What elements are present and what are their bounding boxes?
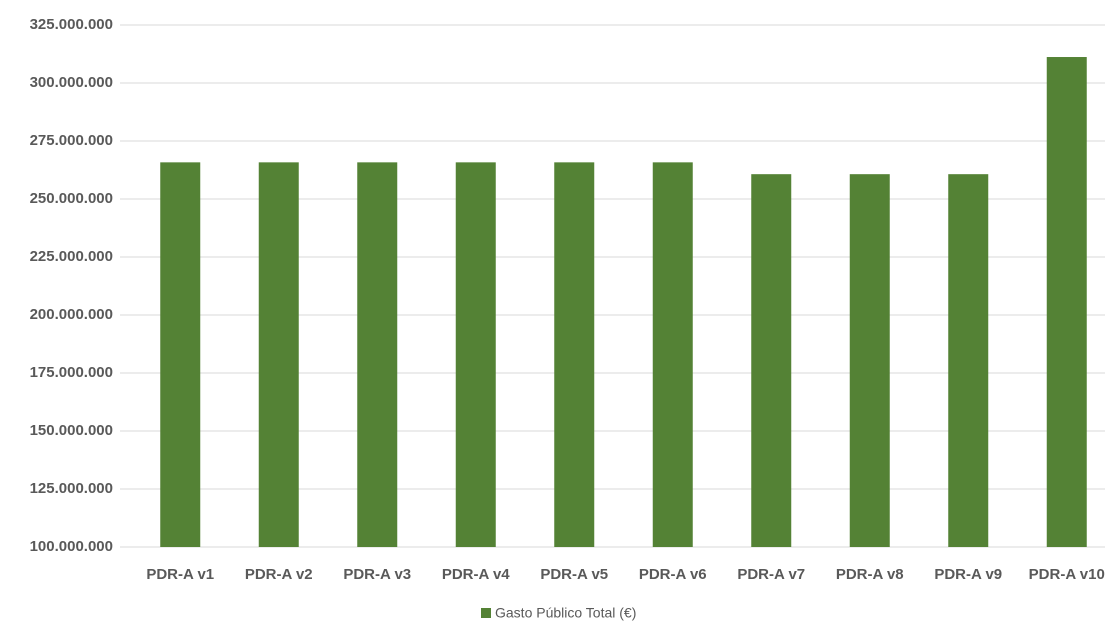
y-tick-label: 250.000.000 xyxy=(30,190,113,207)
y-tick-label: 325.000.000 xyxy=(30,16,113,33)
bar xyxy=(849,174,890,547)
bar xyxy=(652,162,693,547)
legend-swatch xyxy=(481,608,491,618)
x-tick-label: PDR-A v5 xyxy=(540,566,608,583)
x-tick-label: PDR-A v3 xyxy=(343,566,411,583)
bar xyxy=(357,162,398,547)
x-tick-label: PDR-A v2 xyxy=(245,566,313,583)
bar xyxy=(948,174,989,547)
x-tick-label: PDR-A v1 xyxy=(146,566,214,583)
bar xyxy=(554,162,595,547)
y-tick-label: 275.000.000 xyxy=(30,132,113,149)
y-tick-label: 300.000.000 xyxy=(30,74,113,91)
legend-label: Gasto Público Total (€) xyxy=(495,605,636,621)
x-tick-label: PDR-A v8 xyxy=(836,566,904,583)
y-tick-label: 150.000.000 xyxy=(30,422,113,439)
x-tick-label: PDR-A v6 xyxy=(639,566,707,583)
y-tick-label: 225.000.000 xyxy=(30,248,113,265)
y-tick-label: 125.000.000 xyxy=(30,480,113,497)
bar xyxy=(1046,57,1087,548)
bar xyxy=(160,162,201,547)
y-tick-label: 200.000.000 xyxy=(30,306,113,323)
y-tick-label: 175.000.000 xyxy=(30,364,113,381)
x-tick-label: PDR-A v9 xyxy=(934,566,1002,583)
y-tick-label: 100.000.000 xyxy=(30,538,113,555)
x-tick-label: PDR-A v10 xyxy=(1029,566,1105,583)
bar xyxy=(751,174,792,547)
bar xyxy=(455,162,496,547)
x-tick-label: PDR-A v7 xyxy=(737,566,805,583)
bar xyxy=(258,162,299,547)
x-tick-label: PDR-A v4 xyxy=(442,566,510,583)
